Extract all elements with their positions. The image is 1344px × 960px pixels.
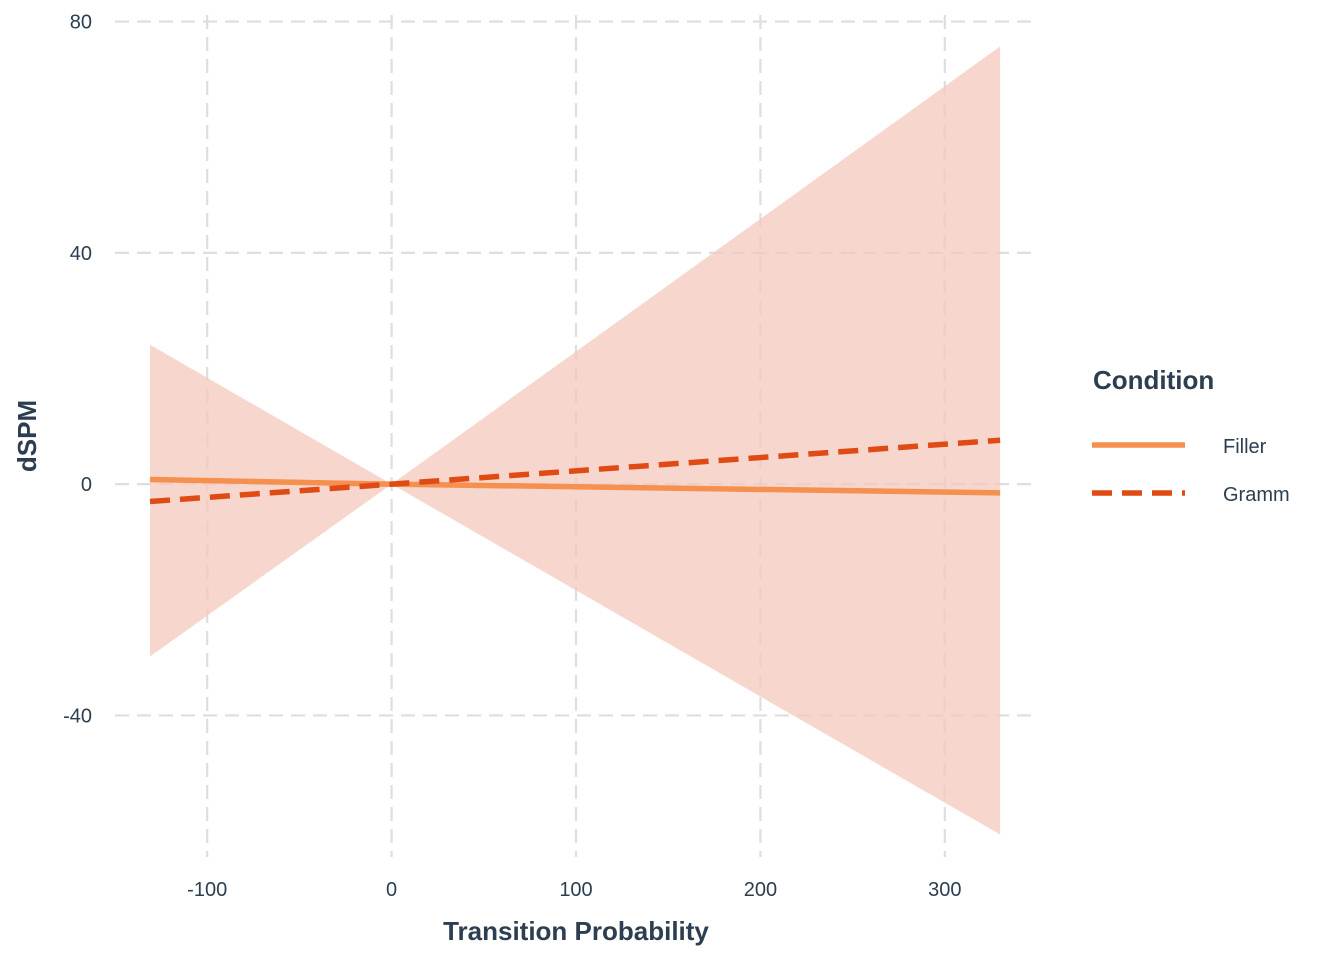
x-axis-ticks: -100 0 100 200 300 <box>187 879 961 901</box>
y-axis-title: dSPM <box>12 400 42 472</box>
legend-label-gramm: Gramm <box>1223 484 1290 506</box>
y-tick-label: 0 <box>81 474 92 496</box>
legend-title: Condition <box>1093 365 1214 395</box>
x-tick-label: 0 <box>386 879 397 901</box>
x-tick-label: 200 <box>744 879 777 901</box>
y-tick-label: 80 <box>70 12 92 34</box>
confidence-band <box>150 46 1001 835</box>
series-lines-layer <box>149 437 1001 505</box>
x-tick-label: 300 <box>928 879 961 901</box>
y-axis-ticks: -40 0 40 80 <box>63 12 92 728</box>
series-line-gramm <box>149 437 1001 505</box>
x-tick-label: -100 <box>187 879 227 901</box>
y-tick-label: -40 <box>63 705 92 727</box>
x-tick-label: 100 <box>559 879 592 901</box>
confidence-band-layer <box>150 46 1001 835</box>
y-tick-label: 40 <box>70 243 92 265</box>
legend-label-filler: Filler <box>1223 436 1267 458</box>
x-axis-title: Transition Probability <box>443 916 709 946</box>
legend: Condition Filler Gramm <box>1092 365 1290 506</box>
